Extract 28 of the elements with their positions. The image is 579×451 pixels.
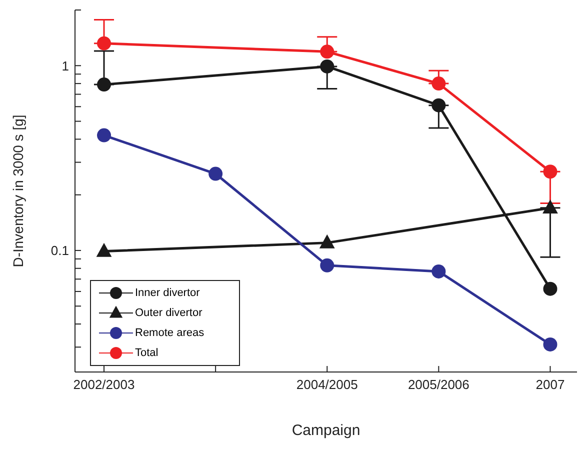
point — [320, 258, 334, 272]
y-tick-label: 0.1 — [50, 243, 69, 258]
point — [97, 36, 112, 50]
point — [542, 199, 558, 214]
legend-label: Inner divertor — [135, 287, 200, 299]
x-axis-title: Campaign — [292, 422, 360, 439]
point — [432, 76, 446, 91]
point — [543, 164, 558, 179]
point — [97, 128, 112, 142]
point — [432, 264, 446, 278]
x-tick-label: 2004/2005 — [296, 377, 358, 392]
point — [96, 242, 112, 257]
x-tick-label: 2005/2006 — [408, 377, 470, 392]
point — [320, 44, 334, 59]
y-axis-title: D-Inventory in 3000 s [g] — [10, 114, 26, 268]
point — [543, 337, 558, 352]
x-tick-label: 2002/2003 — [73, 377, 135, 392]
point — [319, 234, 335, 248]
legend-label: Total — [135, 347, 158, 359]
x-tick-label: 2007 — [536, 377, 565, 392]
point — [320, 59, 334, 74]
y-tick-label: 1 — [62, 58, 69, 74]
point — [432, 98, 446, 112]
point — [543, 282, 558, 296]
point — [208, 166, 223, 181]
point — [97, 78, 112, 92]
legend-label: Outer divertor — [135, 307, 202, 319]
legend-label: Remote areas — [135, 327, 204, 339]
